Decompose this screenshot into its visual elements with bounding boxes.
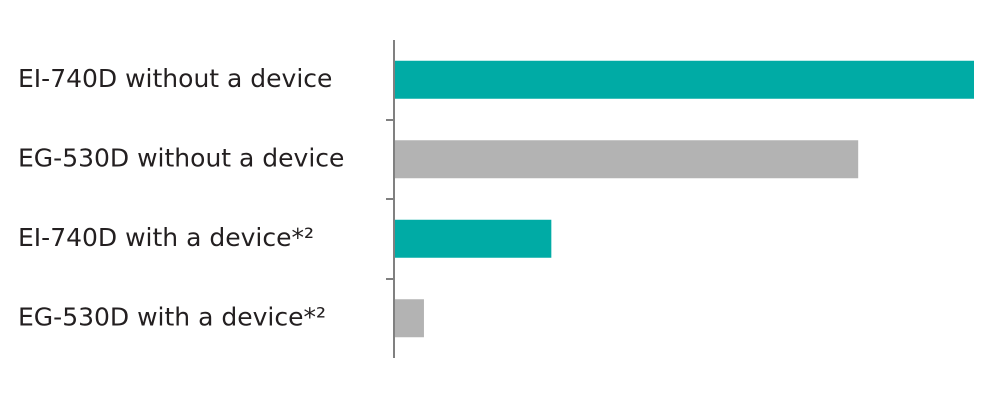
category-label: EG-530D with a device*² bbox=[18, 302, 326, 331]
bar bbox=[395, 140, 859, 179]
category-label: EI-740D without a device bbox=[18, 64, 332, 93]
category-label: EG-530D without a device bbox=[18, 143, 344, 172]
bar bbox=[395, 219, 552, 258]
bar bbox=[395, 299, 424, 338]
category-label: EI-740D with a device*² bbox=[18, 223, 314, 252]
bar bbox=[395, 60, 974, 99]
